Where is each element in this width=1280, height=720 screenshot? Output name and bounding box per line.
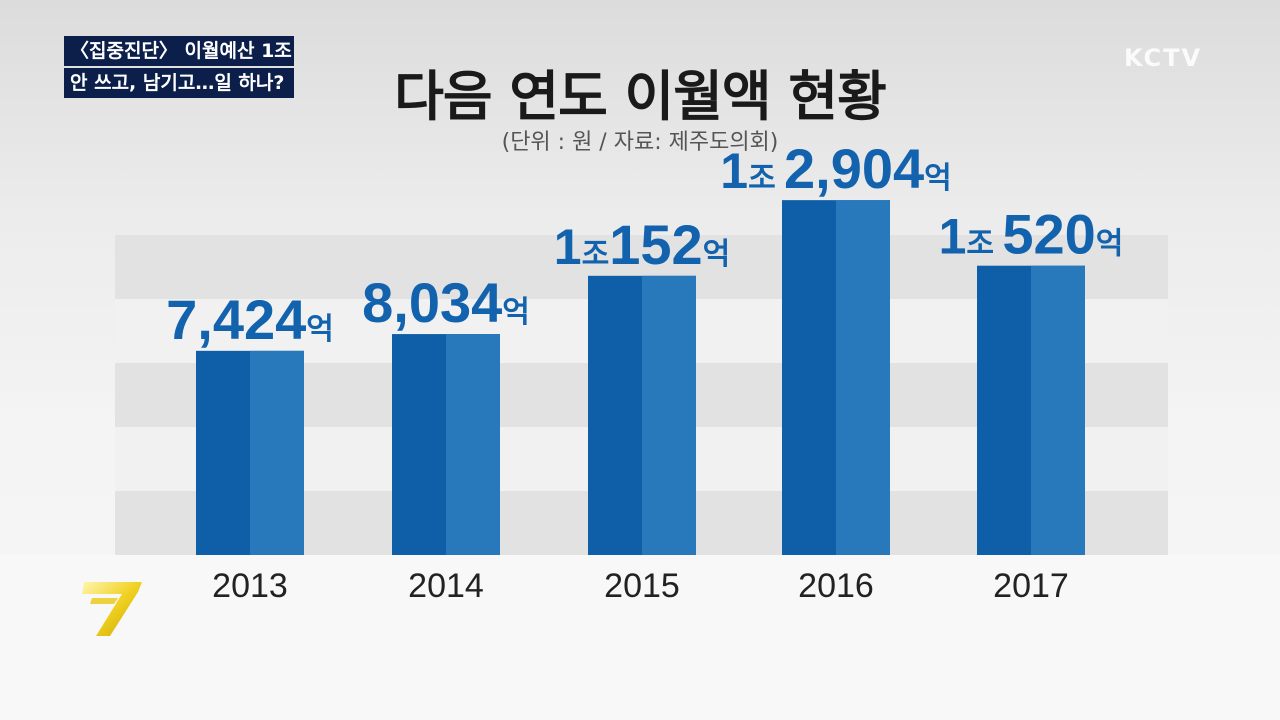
data-label-value: 7,424	[166, 288, 306, 351]
chart-subtitle: (단위 : 원 / 자료: 제주도의회)	[501, 130, 779, 155]
bar-highlight	[836, 200, 890, 555]
data-label: 1조 2,904억	[720, 137, 952, 200]
data-label-value: 8,034	[362, 271, 502, 334]
x-tick-label: 2015	[604, 567, 680, 605]
data-label: 1조152억	[554, 213, 730, 276]
bar-highlight	[1031, 265, 1085, 555]
bar-group	[782, 200, 890, 555]
data-label-prefix: 1	[554, 219, 582, 275]
bar-group	[196, 350, 304, 555]
data-label-unit: 억	[306, 313, 334, 346]
data-label-prefix-unit: 조	[582, 238, 610, 271]
data-label-unit: 억	[502, 296, 530, 329]
bar-group	[588, 275, 696, 555]
data-label-prefix-unit: 조	[966, 228, 1002, 261]
x-tick-label: 2016	[798, 567, 874, 605]
x-tick-label: 2017	[993, 567, 1069, 605]
data-label-value: 152	[609, 213, 702, 276]
data-label-prefix: 1	[720, 143, 748, 199]
data-label-unit: 억	[924, 162, 952, 195]
data-label-unit: 억	[1096, 228, 1124, 261]
broadcaster-watermark: KCTV	[1124, 44, 1203, 72]
data-label: 8,034억	[362, 271, 530, 334]
chart-title: 다음 연도 이월액 현황	[394, 65, 887, 128]
news-headline-tag: 〈집중진단〉 이월예산 1조 안 쓰고, 남기고…일 하나?	[64, 36, 294, 98]
headline-line-1: 〈집중진단〉 이월예산 1조	[64, 36, 294, 66]
footer-band	[0, 555, 1280, 720]
bar-group	[977, 265, 1085, 555]
data-label-value: 520	[1002, 203, 1095, 266]
bar-highlight	[446, 334, 500, 555]
bar-highlight	[250, 350, 304, 555]
bar-group	[392, 334, 500, 555]
data-label: 7,424억	[166, 288, 334, 351]
data-label-prefix: 1	[939, 209, 967, 265]
x-tick-label: 2014	[408, 567, 484, 605]
data-label-value: 2,904	[784, 137, 924, 200]
x-tick-label: 2013	[212, 567, 288, 605]
data-label-prefix-unit: 조	[748, 162, 784, 195]
data-label-unit: 억	[703, 238, 731, 271]
headline-line-2: 안 쓰고, 남기고…일 하나?	[64, 68, 294, 98]
seven-logo-icon	[82, 582, 142, 636]
data-label: 1조 520억	[939, 203, 1124, 266]
bar-highlight	[642, 275, 696, 555]
